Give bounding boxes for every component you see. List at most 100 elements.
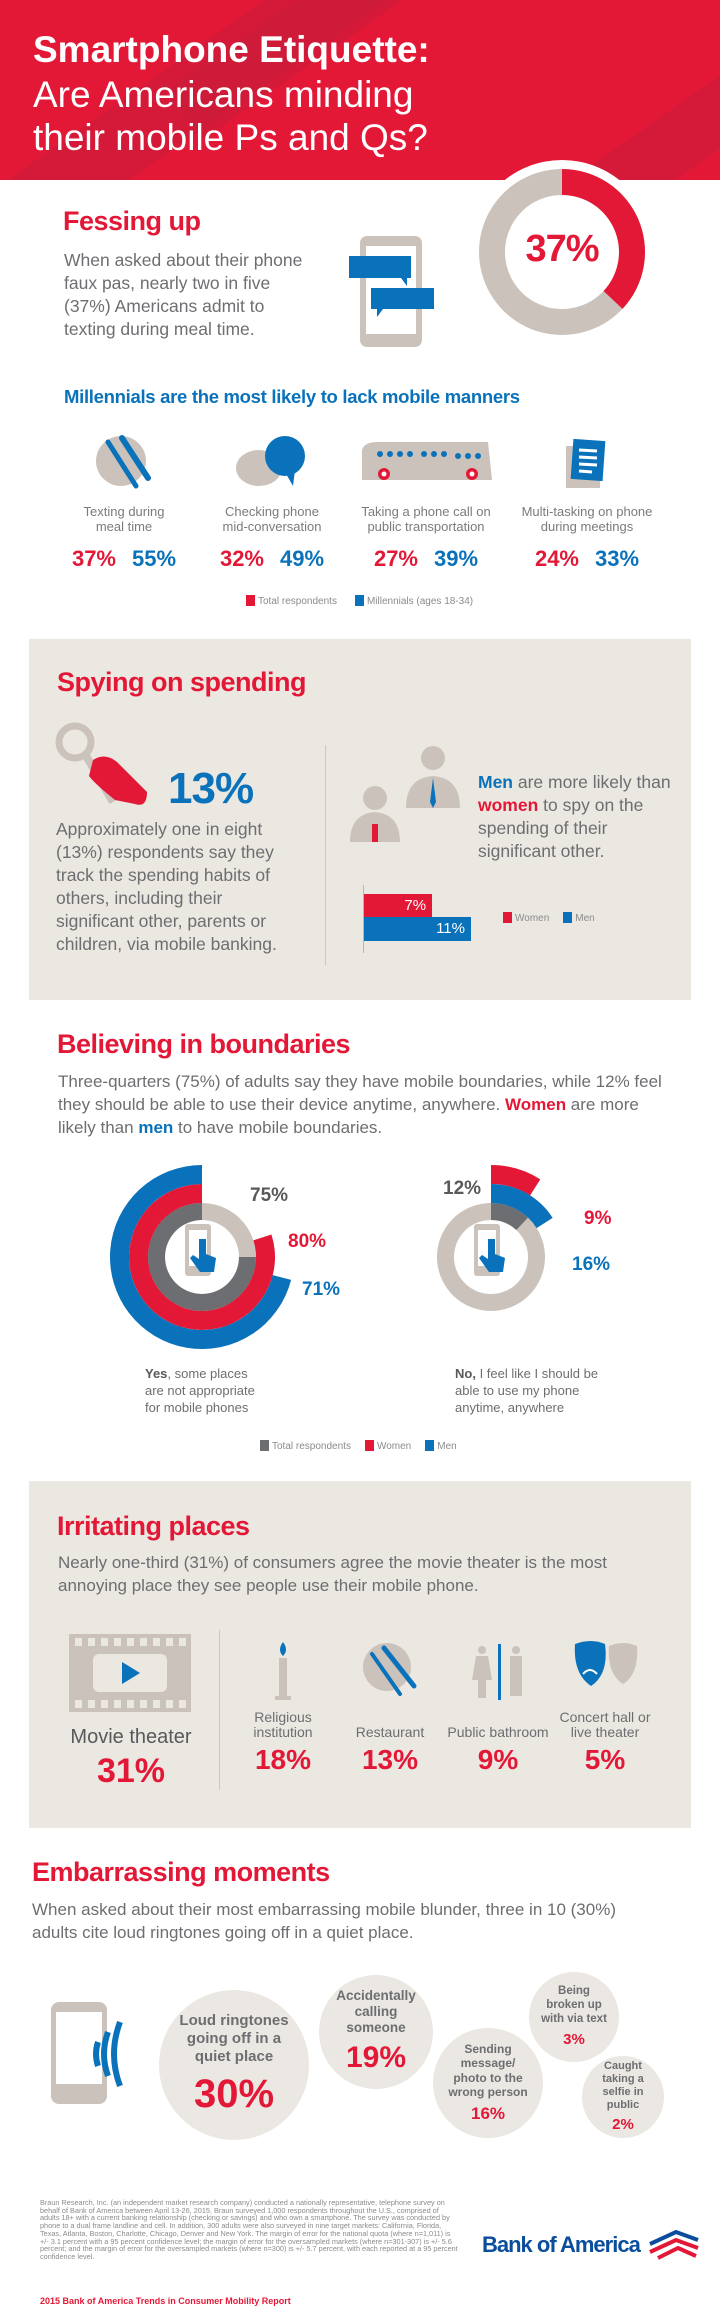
- bubble-label: Caught taking a selfie in public: [602, 2059, 644, 2112]
- embarrassing-bubble-3: Sending message/ photo to the wrong pers…: [433, 2028, 543, 2138]
- bubble-percent: 3%: [563, 2030, 585, 2048]
- spying-legend: Women Men: [503, 912, 595, 924]
- millennials-legend: Total respondents Millennials (ages 18-3…: [246, 595, 473, 607]
- irritating-body: Nearly one-third (31%) of consumers agre…: [58, 1553, 607, 1595]
- embarrassing-heading: Embarrassing moments: [32, 1857, 330, 1887]
- spying-men-text: Men are more likely than women to spy on…: [478, 771, 688, 863]
- no-total-remainder: [436, 1203, 545, 1311]
- spying-text2: to spy on the spending of their signific…: [478, 795, 644, 861]
- boundaries-charts: [110, 1165, 553, 1349]
- theater-masks-icon: [574, 1641, 638, 1686]
- stat-label-line1: Multi-tasking on phone: [521, 504, 653, 519]
- no-women-arc: [491, 1165, 541, 1196]
- embarrassing-bubble-5: Caught taking a selfie in public 2%: [582, 2056, 664, 2138]
- legend-swatch-blue: [563, 912, 573, 923]
- total-percent: 32%: [219, 546, 264, 571]
- film-hole: [114, 1700, 121, 1708]
- film-hole: [75, 1638, 82, 1646]
- legend-swatch-blue: [425, 1440, 435, 1451]
- place-label: Religious institution: [253, 1709, 313, 1740]
- header-banner: Smartphone Etiquette: Are Americans mind…: [0, 0, 720, 180]
- millennials-percent: 55%: [132, 546, 177, 571]
- film-hole: [88, 1638, 95, 1646]
- spying-percent: 13%: [168, 764, 254, 813]
- film-hole: [140, 1700, 147, 1708]
- millennial-stat-4: Multi-tasking on phone during meetings 24…: [512, 504, 662, 572]
- legend-women-label: Women: [376, 1441, 412, 1452]
- bus-icon: [362, 442, 492, 480]
- no-total-label: 12%: [443, 1178, 482, 1199]
- legend-swatch-red: [246, 595, 255, 606]
- irritating-place-4: Concert hall or live theater 5%: [550, 1708, 660, 1776]
- stat-label-line2: public transportation: [367, 519, 485, 534]
- boundaries-legend: Total respondents Women Men: [260, 1440, 457, 1452]
- yes-bold: Yes: [145, 1366, 168, 1381]
- film-hole: [153, 1638, 160, 1646]
- bubble-percent: 16%: [470, 2103, 506, 2123]
- bubble-label: Loud ringtones going off in a quiet plac…: [179, 2012, 289, 2065]
- legend-men-label: Men: [437, 1441, 457, 1452]
- fessing-donut: [470, 160, 654, 344]
- bubble-label: Being broken up with via text: [541, 1985, 607, 2025]
- yes-caption-text: , some places are not appropriate for mo…: [145, 1366, 255, 1415]
- no-men-arc: [491, 1184, 553, 1229]
- stat-label: Texting during meal time: [49, 504, 199, 534]
- fessing-percent: 37%: [525, 228, 599, 270]
- plate-utensils-icon: [96, 435, 151, 489]
- stat-label-line1: Checking phone: [225, 504, 319, 519]
- no-women-label: 9%: [584, 1208, 612, 1229]
- embarrassing-body: When asked about their most embarrassing…: [32, 1900, 616, 1942]
- legend-total: Total respondents: [246, 595, 337, 607]
- millennial-stat-3: Taking a phone call on public transportat…: [351, 504, 501, 572]
- bank-of-america-logo[interactable]: Bank of America: [482, 2230, 700, 2260]
- millennial-stat-1: Texting during meal time 37% 55%: [49, 504, 199, 572]
- plate-utensils-icon: [363, 1643, 417, 1696]
- women-label: Women: [505, 1095, 567, 1114]
- boundaries-body2: are more likely than: [58, 1095, 639, 1137]
- boundaries-body3: to have mobile boundaries.: [173, 1118, 383, 1137]
- millennials-heading: Millennials are the most likely to lack …: [64, 386, 520, 407]
- irritating-place-1: Religious institution 18%: [228, 1708, 338, 1776]
- place-label: Restaurant: [355, 1724, 425, 1740]
- irritating-place-2: Restaurant 13%: [335, 1708, 445, 1776]
- phone-tap-icon: [474, 1224, 505, 1276]
- bubble-percent: 2%: [612, 2116, 634, 2134]
- man-woman-icon: [350, 746, 460, 842]
- spying-body: Approximately one in eight (13%) respond…: [56, 819, 277, 954]
- legend-swatch-red: [503, 912, 512, 923]
- irritating-place-3: Public bathroom 9%: [443, 1708, 553, 1776]
- bar-men: 11%: [364, 917, 471, 941]
- bubble-label: Accidentally calling someone: [336, 1987, 416, 2036]
- boundaries-body1: Three-quarters (75%) of adults say they …: [58, 1072, 662, 1114]
- place-percent: 5%: [584, 1744, 626, 1775]
- millennials-percent: 39%: [434, 546, 479, 571]
- film-hole: [179, 1700, 186, 1708]
- candle-icon: [275, 1642, 291, 1700]
- spying-divider: [325, 745, 326, 965]
- millennials-percent: 33%: [595, 546, 640, 571]
- embarrassing-bubble-2: Accidentally calling someone 19%: [319, 1975, 433, 2089]
- film-hole: [166, 1700, 173, 1708]
- legend-millennials-label: Millennials (ages 18-34): [366, 596, 474, 607]
- legend-total-label: Total respondents: [272, 1441, 351, 1452]
- methodology-note: Braun Research, Inc. (an independent mar…: [40, 2198, 458, 2261]
- place-percent: 13%: [361, 1744, 419, 1775]
- legend-swatch-blue: [354, 595, 364, 606]
- yes-men-label: 71%: [302, 1279, 341, 1300]
- stat-label: Checking phone mid-conversation: [197, 504, 347, 534]
- spying-text1: are more likely than: [513, 772, 671, 792]
- fessing-heading: Fessing up: [63, 206, 201, 236]
- legend-millennials: Millennials (ages 18-34): [354, 595, 474, 607]
- yes-total-label: 75%: [250, 1185, 289, 1206]
- total-percent: 27%: [373, 546, 418, 571]
- film-hole: [114, 1638, 121, 1646]
- stat-label-line1: Texting during: [83, 504, 165, 519]
- document-icon: [566, 438, 606, 488]
- embarrassing-bubble-1: Loud ringtones going off in a quiet plac…: [159, 1990, 309, 2140]
- film-hole: [101, 1700, 108, 1708]
- film-hole: [153, 1700, 160, 1708]
- donut-value-arc: [562, 169, 645, 309]
- film-hole: [140, 1638, 147, 1646]
- bubble-label: Sending message/ photo to the wrong pers…: [448, 2041, 528, 2100]
- no-men-label: 16%: [572, 1254, 611, 1275]
